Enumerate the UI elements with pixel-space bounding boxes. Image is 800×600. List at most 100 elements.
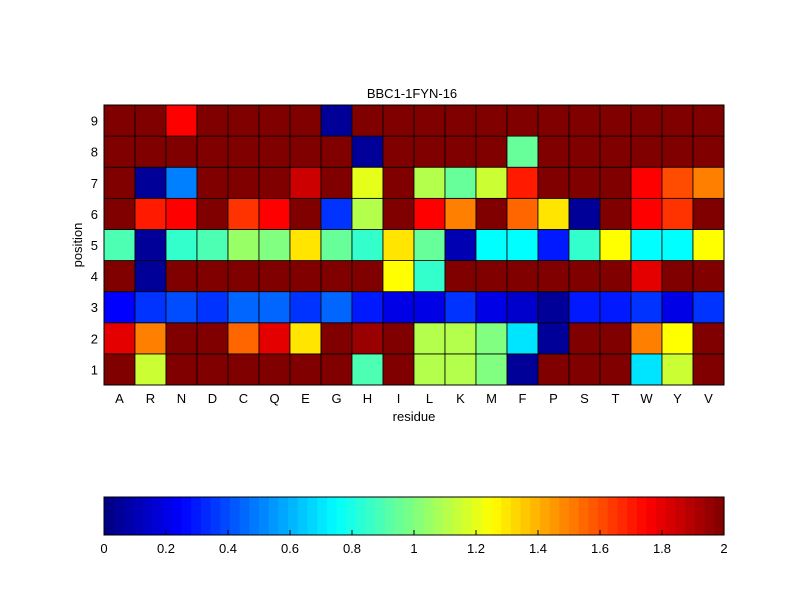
heatmap-cell-S-4 <box>568 260 601 293</box>
heatmap-cell-W-5 <box>630 229 663 261</box>
colorbar-swatch <box>414 497 425 535</box>
heatmap-cell-G-8 <box>320 135 353 168</box>
colorbar-tick-label: 0 <box>100 541 107 556</box>
colorbar-swatch <box>617 497 628 535</box>
heatmap-cell-Y-6 <box>661 197 694 230</box>
heatmap-cell-M-7 <box>475 166 508 199</box>
y-tick-label: 2 <box>91 331 98 346</box>
heatmap-cell-N-2 <box>165 322 198 355</box>
heatmap-cell-W-7 <box>630 166 663 199</box>
heatmap-cell-M-3 <box>475 291 508 324</box>
colorbar-swatch <box>491 497 502 535</box>
colorbar-swatch <box>336 497 347 535</box>
heatmap-cell-G-3 <box>320 291 353 324</box>
heatmap-cell-Q-2 <box>258 322 291 355</box>
heatmap-cell-P-7 <box>537 166 570 199</box>
heatmap-cell-I-6 <box>382 197 415 230</box>
heatmap-cell-Q-7 <box>258 166 291 199</box>
x-tick-label: D <box>208 391 217 406</box>
colorbar-swatch <box>249 497 260 535</box>
colorbar-swatch <box>317 497 328 535</box>
heatmap-cell-V-6 <box>692 197 725 230</box>
colorbar-swatch <box>501 497 512 535</box>
colorbar-swatch <box>598 497 609 535</box>
colorbar-swatch <box>636 497 648 535</box>
colorbar-swatch <box>278 497 289 535</box>
colorbar-swatch <box>656 497 667 535</box>
heatmap-cell-K-3 <box>444 291 477 324</box>
y-axis-label: position <box>70 223 85 268</box>
heatmap-cell-C-6 <box>227 197 260 230</box>
colorbar-tick-label: 2 <box>720 541 727 556</box>
heatmap-cell-S-3 <box>568 291 601 324</box>
heatmap-cell-I-2 <box>382 322 415 355</box>
heatmap-cell-F-1 <box>506 353 539 386</box>
heatmap-cell-R-3 <box>134 291 167 324</box>
heatmap-cell-K-7 <box>444 166 477 199</box>
heatmap-cell-L-8 <box>413 135 446 168</box>
heatmap-cell-W-6 <box>630 197 663 230</box>
heatmap-cell-N-9 <box>165 104 198 137</box>
colorbar-tick-label: 0.2 <box>157 541 175 556</box>
heatmap-cell-S-2 <box>568 322 601 355</box>
heatmap-cell-R-7 <box>134 166 167 199</box>
heatmap-cell-A-9 <box>103 104 136 137</box>
heatmap-cell-A-8 <box>103 135 136 168</box>
heatmap-cell-H-8 <box>351 135 384 168</box>
colorbar-swatch <box>384 497 396 535</box>
heatmap-cell-D-8 <box>196 135 229 168</box>
heatmap-cell-L-3 <box>413 291 446 324</box>
plot-frame <box>103 104 725 386</box>
heatmap-cell-G-1 <box>320 353 353 386</box>
heatmap-cell-A-5 <box>103 229 136 261</box>
heatmap-cell-Y-5 <box>661 229 694 261</box>
heatmap-cell-H-3 <box>351 291 384 324</box>
heatmap-cell-Y-1 <box>661 353 694 386</box>
colorbar-swatch <box>704 497 715 535</box>
colorbar-swatch <box>394 497 405 535</box>
colorbar-swatch <box>588 497 599 535</box>
x-tick-label: G <box>331 391 341 406</box>
colorbar-swatch <box>104 497 115 535</box>
colorbar-tick-label: 1.2 <box>467 541 485 556</box>
heatmap-cell-G-4 <box>320 260 353 293</box>
heatmap-cell-W-1 <box>630 353 663 386</box>
heatmap-cell-S-8 <box>568 135 601 168</box>
x-tick-label: Y <box>673 391 682 406</box>
heatmap-cell-E-7 <box>289 166 322 199</box>
heatmap-cell-P-2 <box>537 322 570 355</box>
colorbar-swatch <box>355 497 367 535</box>
heatmap-cell-T-1 <box>599 353 632 386</box>
heatmap-cell-K-1 <box>444 353 477 386</box>
y-tick-label: 5 <box>91 238 98 253</box>
heatmap-cell-T-5 <box>599 229 632 261</box>
heatmap-cell-N-3 <box>165 291 198 324</box>
heatmap-cell-C-3 <box>227 291 260 324</box>
colorbar-swatch <box>365 497 376 535</box>
heatmap-cell-P-8 <box>537 135 570 168</box>
heatmap-cell-I-4 <box>382 260 415 293</box>
colorbar-swatch <box>433 497 444 535</box>
x-axis-label: residue <box>393 409 436 424</box>
heatmap-cell-F-3 <box>506 291 539 324</box>
heatmap-cell-H-5 <box>351 229 384 261</box>
colorbar-swatch <box>239 497 250 535</box>
heatmap-cell-L-7 <box>413 166 446 199</box>
heatmap-cell-L-6 <box>413 197 446 230</box>
colorbar-tick-labels: 0 0.2 0.4 0.6 0.8 1 1.2 1.4 1.6 1.8 2 <box>100 530 728 556</box>
heatmap-cell-F-6 <box>506 197 539 230</box>
heatmap-cell-E-1 <box>289 353 322 386</box>
heatmap-cell-K-8 <box>444 135 477 168</box>
colorbar-swatch <box>326 497 338 535</box>
heatmap-cell-K-6 <box>444 197 477 230</box>
colorbar-swatch <box>510 497 522 535</box>
colorbar-tick-label: 1.8 <box>653 541 671 556</box>
heatmap-cell-G-6 <box>320 197 353 230</box>
heatmap-cell-H-4 <box>351 260 384 293</box>
heatmap-cell-S-6 <box>568 197 601 230</box>
heatmap-cell-V-8 <box>692 135 725 168</box>
colorbar-swatch <box>297 497 309 535</box>
heatmap-cell-A-2 <box>103 322 136 355</box>
heatmap-cell-N-7 <box>165 166 198 199</box>
